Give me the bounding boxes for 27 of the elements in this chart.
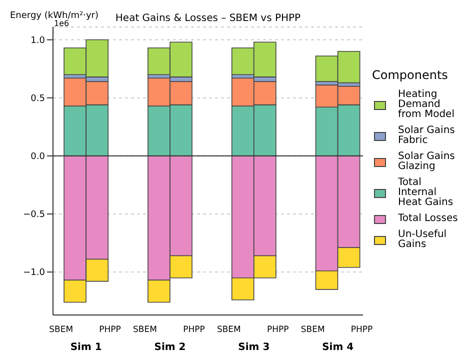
- legend-label: Heating Demand from Model: [398, 89, 456, 120]
- legend-title: Components: [371, 68, 449, 82]
- y-tick-label: −1.0: [23, 268, 46, 278]
- y-axis-title: Energy (kWh/m²·yr): [10, 11, 99, 21]
- x-tick-label: SBEM: [300, 325, 325, 335]
- x-tick-label: PHPP: [350, 325, 373, 335]
- legend-label: Solar Gains Glazing: [398, 151, 456, 172]
- x-tick-label: PHPP: [266, 325, 289, 335]
- text: Sim 1: [70, 342, 102, 354]
- legend-label: Total Losses: [398, 213, 459, 224]
- y-tick-label: 0.0: [30, 152, 46, 162]
- legend-label: Solar Gains Fabric: [398, 125, 456, 146]
- text: Sim 3: [238, 342, 270, 354]
- text: Sim 2: [154, 342, 186, 354]
- x-tick-label: SBEM: [216, 325, 241, 335]
- x-tick-label: PHPP: [183, 325, 205, 335]
- legend-label: Un-Useful Gains: [398, 229, 448, 250]
- y-tick-label: 1.0: [30, 36, 46, 46]
- text: Sim 4: [322, 342, 354, 354]
- legend-label: Total Internal Heat Gains: [398, 177, 454, 208]
- chart-title: Heat Gains & Losses – SBEM vs PHPP: [115, 13, 301, 24]
- y-tick-label: 0.5: [30, 94, 45, 104]
- x-tick-label: SBEM: [49, 325, 74, 335]
- x-tick-label: PHPP: [99, 325, 121, 335]
- y-tick-label: −0.5: [23, 210, 45, 220]
- annotation: 1e6: [54, 19, 70, 28]
- x-tick-label: SBEM: [133, 325, 157, 335]
